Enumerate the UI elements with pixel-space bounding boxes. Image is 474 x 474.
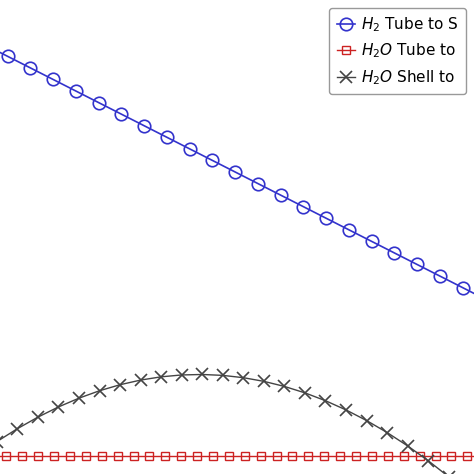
$H_2O$ Tube to	[369, 453, 375, 459]
$H_2$ Tube to S	[5, 54, 10, 59]
$H_2O$ Tube to	[337, 453, 343, 459]
$H_2$ Tube to S	[27, 65, 33, 71]
$H_2$ Tube to S	[301, 204, 306, 210]
$H_2O$ Shell to	[15, 426, 20, 431]
$H_2O$ Shell to	[261, 379, 267, 384]
$H_2O$ Tube to	[178, 453, 184, 459]
$H_2O$ Shell to	[425, 458, 431, 464]
$H_2$ Tube to S	[141, 123, 147, 128]
$H_2O$ Tube to	[321, 453, 327, 459]
$H_2O$ Shell to	[200, 372, 205, 377]
$H_2O$ Tube to	[99, 453, 105, 459]
$H_2$ Tube to S	[460, 285, 465, 291]
$H_2O$ Shell to	[302, 390, 308, 396]
$H_2$ Tube to S	[232, 169, 238, 175]
$H_2O$ Shell to	[55, 404, 61, 410]
$H_2$ Tube to S	[437, 273, 443, 279]
Line: $H_2O$ Tube to: $H_2O$ Tube to	[0, 452, 474, 460]
$H_2O$ Tube to	[385, 453, 391, 459]
$H_2O$ Tube to	[274, 453, 280, 459]
$H_2O$ Tube to	[4, 453, 9, 459]
$H_2O$ Tube to	[115, 453, 120, 459]
Line: $H_2O$ Shell to: $H_2O$ Shell to	[0, 369, 474, 474]
$H_2$ Tube to S	[255, 181, 261, 186]
$H_2O$ Tube to	[306, 453, 311, 459]
$H_2O$ Tube to	[226, 453, 232, 459]
$H_2$ Tube to S	[323, 215, 329, 221]
$H_2O$ Tube to	[401, 453, 407, 459]
$H_2O$ Shell to	[364, 418, 369, 423]
Legend: $H_2$ Tube to S, $H_2O$ Tube to, $H_2O$ Shell to: $H_2$ Tube to S, $H_2O$ Tube to, $H_2O$ …	[329, 8, 466, 94]
$H_2$ Tube to S	[392, 250, 397, 256]
$H_2O$ Tube to	[465, 453, 470, 459]
$H_2O$ Tube to	[433, 453, 438, 459]
$H_2$ Tube to S	[278, 192, 283, 198]
$H_2$ Tube to S	[210, 157, 215, 163]
$H_2O$ Shell to	[405, 443, 410, 449]
$H_2O$ Shell to	[282, 383, 287, 389]
$H_2O$ Tube to	[194, 453, 200, 459]
$H_2$ Tube to S	[96, 100, 101, 105]
$H_2$ Tube to S	[73, 88, 79, 94]
$H_2O$ Tube to	[210, 453, 216, 459]
$H_2$ Tube to S	[187, 146, 192, 152]
$H_2O$ Tube to	[258, 453, 264, 459]
$H_2O$ Tube to	[417, 453, 422, 459]
$H_2$ Tube to S	[414, 262, 420, 267]
$H_2O$ Shell to	[384, 430, 390, 436]
$H_2O$ Tube to	[51, 453, 57, 459]
$H_2$ Tube to S	[369, 238, 374, 244]
$H_2O$ Tube to	[448, 453, 454, 459]
$H_2O$ Shell to	[323, 398, 328, 403]
$H_2$ Tube to S	[346, 227, 352, 233]
$H_2O$ Tube to	[146, 453, 152, 459]
$H_2O$ Shell to	[35, 414, 41, 420]
$H_2O$ Tube to	[242, 453, 247, 459]
$H_2$ Tube to S	[118, 111, 124, 117]
$H_2O$ Shell to	[117, 382, 123, 388]
$H_2O$ Shell to	[343, 407, 349, 413]
$H_2O$ Shell to	[97, 388, 102, 393]
$H_2O$ Shell to	[158, 374, 164, 380]
$H_2O$ Tube to	[36, 453, 41, 459]
$H_2O$ Shell to	[240, 375, 246, 381]
$H_2O$ Shell to	[179, 372, 184, 378]
Line: $H_2$ Tube to S: $H_2$ Tube to S	[0, 27, 474, 328]
$H_2O$ Tube to	[83, 453, 89, 459]
$H_2O$ Shell to	[138, 377, 144, 383]
$H_2$ Tube to S	[50, 77, 56, 82]
$H_2O$ Tube to	[67, 453, 73, 459]
$H_2O$ Shell to	[76, 395, 82, 401]
$H_2O$ Tube to	[353, 453, 359, 459]
$H_2$ Tube to S	[164, 135, 170, 140]
$H_2O$ Tube to	[290, 453, 295, 459]
$H_2O$ Tube to	[19, 453, 25, 459]
$H_2O$ Tube to	[131, 453, 137, 459]
$H_2O$ Shell to	[220, 373, 226, 378]
$H_2O$ Tube to	[163, 453, 168, 459]
